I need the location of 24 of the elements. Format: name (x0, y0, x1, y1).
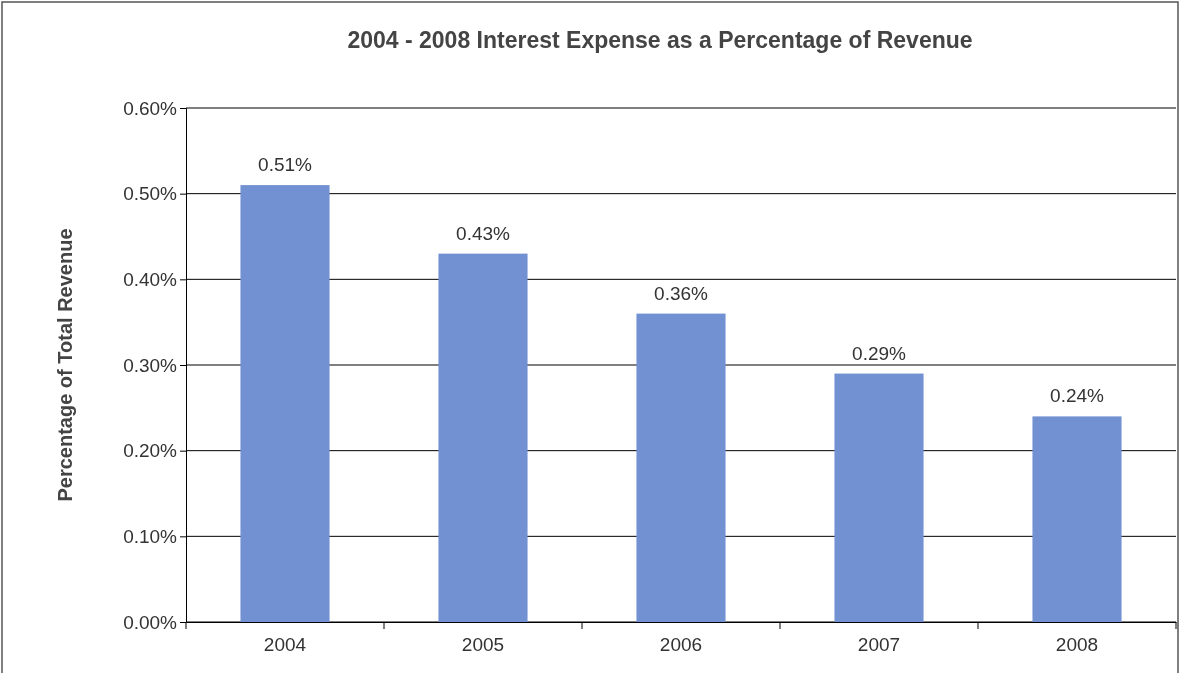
y-axis-title: Percentage of Total Revenue (54, 228, 76, 502)
data-label: 0.29% (852, 342, 907, 364)
y-tick-label: 0.00% (123, 611, 178, 633)
bar (240, 185, 330, 622)
chart-title: 2004 - 2008 Interest Expense as a Percentage of Revenue (347, 27, 973, 53)
data-label: 0.43% (456, 222, 511, 244)
bar (438, 253, 528, 622)
x-tick-label: 2006 (659, 634, 703, 656)
x-tick-label: 2005 (461, 634, 505, 656)
bar (636, 313, 726, 622)
y-tick-label: 0.50% (123, 183, 178, 205)
data-label: 0.36% (654, 282, 709, 304)
bar (834, 373, 924, 622)
y-tick-label: 0.20% (123, 440, 178, 462)
x-tick-label: 2007 (857, 634, 901, 656)
y-tick-label: 0.40% (123, 268, 178, 290)
y-tick-label: 0.30% (123, 354, 178, 376)
y-tick-label: 0.10% (123, 525, 178, 547)
bar (1032, 416, 1122, 622)
data-label: 0.24% (1050, 385, 1105, 407)
data-label: 0.51% (258, 154, 313, 176)
x-tick-label: 2008 (1055, 634, 1099, 656)
x-tick-label: 2004 (263, 634, 307, 656)
y-tick-label: 0.60% (123, 97, 178, 119)
